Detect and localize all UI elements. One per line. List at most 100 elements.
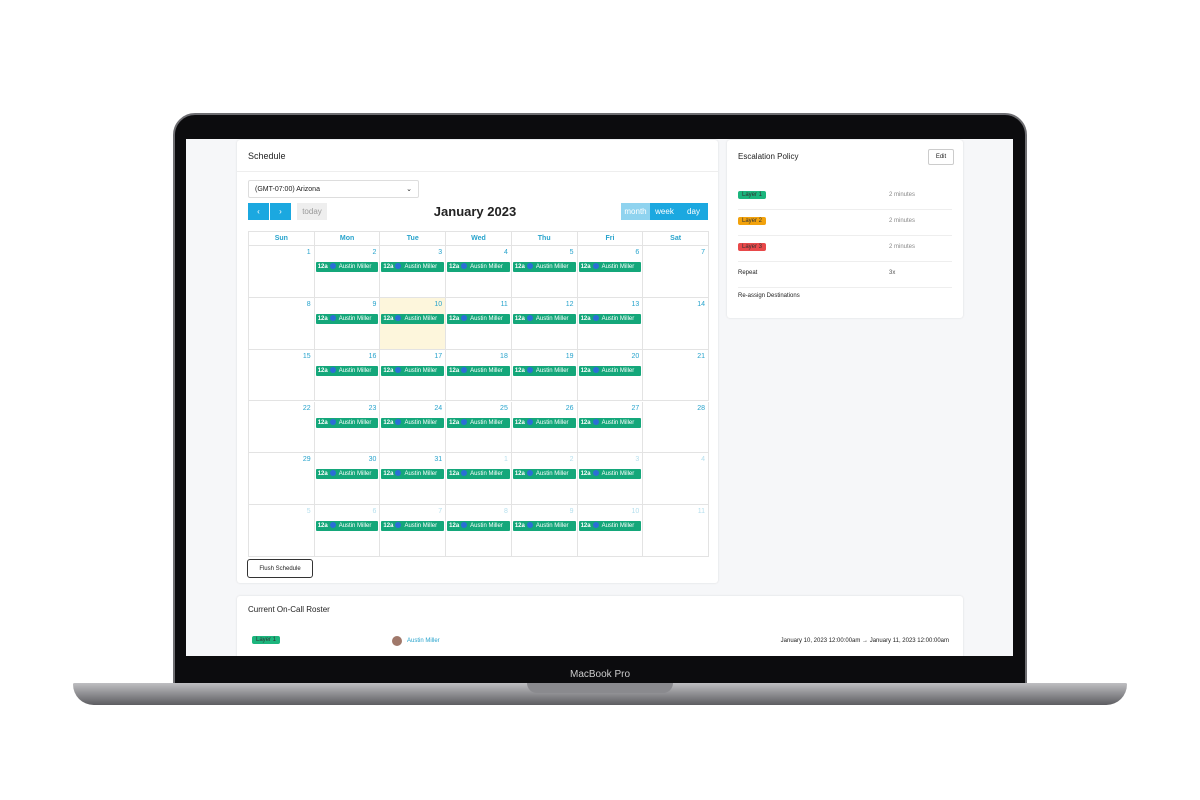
next-button[interactable]: › (270, 203, 291, 220)
day-cell: 7 12a Austin Miller (380, 505, 447, 557)
event[interactable]: 12a Austin Miller (381, 417, 445, 428)
event-name: Austin Miller (338, 367, 372, 374)
event[interactable]: 12a Austin Miller (578, 521, 642, 532)
event-time: 12a (317, 315, 328, 322)
event[interactable]: 12a Austin Miller (381, 262, 445, 272)
event[interactable]: 12a Austin Miller (578, 469, 642, 480)
event-name: Austin Miller (404, 264, 438, 270)
event[interactable]: 12a Austin Miller (315, 313, 379, 324)
timezone-select[interactable]: (GMT-07:00) Arizona ⌄ (248, 180, 419, 198)
event-name: Austin Miller (535, 471, 569, 478)
event-name: Austin Miller (470, 471, 503, 478)
event[interactable]: 12a Austin Miller (381, 365, 445, 376)
event[interactable]: 12a Austin Miller (447, 262, 510, 272)
day-number: 8 (503, 508, 508, 516)
event[interactable]: 12a Austin Miller (315, 469, 379, 480)
day-number: 2 (372, 249, 377, 256)
avatar (461, 366, 468, 373)
day-number: 28 (697, 404, 705, 412)
event[interactable]: 12a Austin Miller (315, 262, 379, 272)
day-cell: 2 12a Austin Miller (314, 246, 381, 298)
event-time: 12a (580, 523, 591, 530)
event-time: 12a (449, 315, 460, 322)
chevron: ⌄ (406, 186, 412, 193)
event[interactable]: 12a Austin Miller (578, 313, 642, 324)
event[interactable]: 12a Austin Miller (315, 417, 379, 428)
event[interactable]: 12a Austin Miller (512, 469, 576, 480)
view-button[interactable]: week (650, 203, 679, 220)
weekday-header: Wed (446, 232, 512, 246)
calendar-grid: Sun Mon Tue Wed Thu Fri Sat 1 2 12a Austin Miller 3… (248, 231, 709, 557)
event[interactable]: 12a Austin Miller (447, 521, 510, 532)
event[interactable]: 12a Austin Miller (315, 521, 379, 532)
day-cell: 5 (249, 505, 315, 557)
day-number: 7 (701, 249, 705, 256)
event[interactable]: 12a Austin Miller (512, 365, 576, 376)
event[interactable]: 12a Austin Miller (381, 469, 445, 480)
escalation-row: Layer 2 2 minutes (738, 210, 952, 236)
avatar (592, 263, 599, 269)
day-cell: 19 12a Austin Miller (511, 349, 578, 402)
day-number: 27 (631, 404, 640, 412)
flush-button[interactable]: Flush Schedule (247, 559, 313, 578)
user-name[interactable]: Austin Miller (407, 638, 440, 644)
event[interactable]: 12a Austin Miller (578, 262, 642, 272)
layer-delay: 2 minutes (889, 218, 916, 224)
weekday-header: Tue (380, 232, 447, 246)
event[interactable]: 12a Austin Miller (512, 262, 576, 272)
event-name: Austin Miller (404, 523, 438, 530)
day-cell: 12 12a Austin Miller (511, 297, 578, 350)
day-number: 9 (372, 300, 377, 308)
event-name: Austin Miller (535, 315, 569, 322)
day-cell: 18 12a Austin Miller (446, 349, 512, 402)
event[interactable]: 12a Austin Miller (315, 365, 379, 376)
day-cell: 5 12a Austin Miller (511, 246, 578, 298)
laptop-base (73, 683, 1127, 705)
prev-button[interactable]: ‹ (248, 203, 269, 220)
event-time: 12a (514, 471, 525, 478)
event-name: Austin Miller (338, 523, 372, 530)
avatar (461, 522, 468, 529)
event[interactable]: 12a Austin Miller (447, 417, 510, 428)
day-cell: 6 12a Austin Miller (314, 505, 381, 557)
view-button[interactable]: month (621, 203, 650, 220)
day-cell: 8 12a Austin Miller (446, 505, 512, 557)
event-name: Austin Miller (338, 315, 372, 322)
view-button[interactable]: day (679, 203, 708, 220)
event[interactable]: 12a Austin Miller (512, 313, 576, 324)
day-cell: 16 12a Austin Miller (314, 349, 381, 402)
on-call-period: January 10, 2023 12:00:00am → January 11… (780, 638, 949, 644)
weekday-header: Fri (577, 232, 644, 246)
day-number: 22 (302, 404, 311, 412)
event[interactable]: 12a Austin Miller (512, 521, 576, 532)
event-name: Austin Miller (601, 471, 635, 478)
event[interactable]: 12a Austin Miller (447, 469, 510, 480)
avatar (526, 314, 533, 321)
event[interactable]: 12a Austin Miller (447, 365, 510, 376)
device-label: MacBook Pro (569, 669, 631, 680)
layer-delay: 2 minutes (889, 192, 916, 198)
event[interactable]: 12a Austin Miller (578, 365, 642, 376)
event-name: Austin Miller (601, 419, 635, 426)
event[interactable]: 12a Austin Miller (578, 417, 642, 428)
today-button[interactable]: today (297, 203, 327, 220)
day-number: 1 (306, 249, 311, 256)
edit-button[interactable]: Edit (928, 149, 954, 165)
event[interactable]: 12a Austin Miller (447, 313, 510, 324)
avatar (395, 263, 402, 269)
day-cell: 15 (249, 349, 315, 402)
user-avatar (392, 636, 402, 646)
weekday-header: Sun (249, 232, 315, 246)
repeat-label: Repeat (738, 270, 758, 276)
layer-badge: Layer 1 (738, 191, 767, 199)
event-name: Austin Miller (470, 419, 503, 426)
event[interactable]: 12a Austin Miller (381, 521, 445, 532)
event-name: Austin Miller (535, 264, 569, 270)
event-time: 12a (449, 471, 460, 478)
avatar (592, 418, 599, 425)
day-number: 21 (697, 352, 705, 360)
event[interactable]: 12a Austin Miller (512, 417, 576, 428)
event-time: 12a (514, 367, 525, 374)
event[interactable]: 12a Austin Miller (381, 313, 445, 324)
